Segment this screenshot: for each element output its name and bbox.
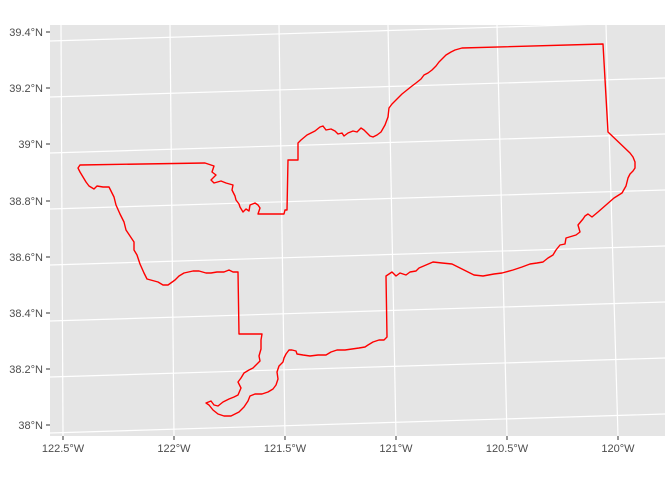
lon-label: 121°W [379, 443, 413, 455]
lat-label: 39.2°N [9, 83, 43, 95]
lat-label: 38.6°N [9, 252, 43, 264]
gridline-121w [387, 24, 397, 437]
lat-label: 39°N [18, 139, 43, 151]
lat-label: 38°N [18, 420, 43, 432]
gridline-121-5w [278, 24, 286, 437]
lon-label: 120.5°W [486, 443, 529, 455]
latitude-gridlines [49, 21, 666, 434]
lon-label: 120°W [601, 443, 635, 455]
lat-label: 39.4°N [9, 27, 43, 39]
lon-label: 122.5°W [42, 443, 85, 455]
longitude-axis: 122.5°W 122°W 121.5°W 121°W 120.5°W 120°… [42, 436, 635, 455]
gridline-39-2n [49, 77, 666, 98]
gridline-39-4n [49, 21, 666, 42]
latitude-axis: 39.4°N 39.2°N 39°N 38.8°N 38.6°N 38.4°N … [9, 27, 50, 432]
lat-ticks [46, 31, 50, 426]
gridline-38-2n [49, 357, 666, 378]
lon-label: 121.5°W [264, 443, 307, 455]
longitude-gridlines [60, 24, 619, 437]
region-boundary [77, 43, 636, 417]
lon-label: 122°W [157, 443, 191, 455]
lat-label: 38.8°N [9, 196, 43, 208]
gridline-120w [605, 24, 619, 437]
gridline-38-8n [49, 189, 666, 210]
gridline-38-4n [49, 301, 666, 322]
gridline-122w [169, 24, 175, 437]
gridline-38n [49, 413, 666, 434]
gridline-39n [49, 133, 666, 154]
lat-label: 38.2°N [9, 364, 43, 376]
lon-ticks [62, 436, 619, 440]
gridline-122-5w [60, 24, 64, 437]
gridline-38-6n [49, 245, 666, 266]
lat-label: 38.4°N [9, 308, 43, 320]
gridline-120-5w [496, 24, 508, 437]
